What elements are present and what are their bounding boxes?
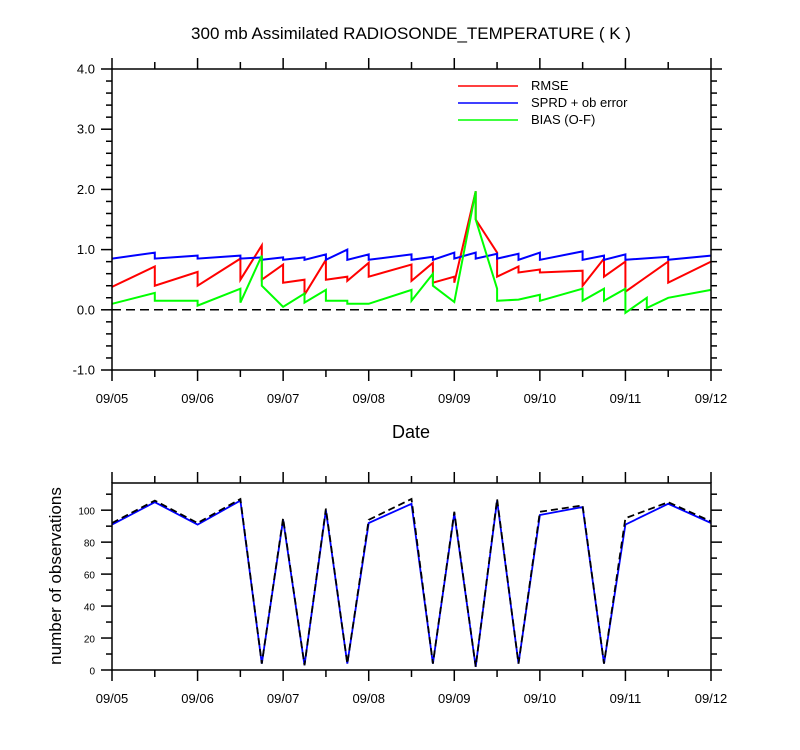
x-tick-label: 09/07 <box>267 691 300 706</box>
y-tick-label: 40 <box>84 603 96 614</box>
y-tick-label: 60 <box>84 571 96 582</box>
bottom-y-axis-label: number of observations <box>46 487 65 665</box>
y-tick-label: 100 <box>78 507 95 518</box>
x-tick-label: 09/11 <box>610 391 642 406</box>
x-tick-label: 09/11 <box>610 691 642 706</box>
x-tick-label: 09/09 <box>438 691 471 706</box>
x-tick-label: 09/06 <box>181 391 214 406</box>
x-tick-label: 09/12 <box>695 691 728 706</box>
bottom-chart-panel: 09/05 09/06 09/07 09/08 09/09 09/10 09/11 09/12… <box>46 472 727 706</box>
x-tick-label: 09/07 <box>267 391 300 406</box>
top-series-layer <box>111 190 712 315</box>
x-tick-label: 09/09 <box>438 391 471 406</box>
top-x-tick-labels: 09/05 09/06 09/07 09/08 09/09 09/10 09/11 09/12 <box>96 391 728 406</box>
series-line-sprd-ob-error <box>111 248 712 262</box>
legend-label-sprd: SPRD + ob error <box>531 95 628 110</box>
x-tick-label: 09/08 <box>352 391 385 406</box>
top-axis-ticks <box>101 58 722 381</box>
y-tick-label: 20 <box>84 635 96 646</box>
x-tick-label: 09/08 <box>352 691 385 706</box>
y-tick-label: -1.0 <box>73 363 95 378</box>
x-tick-label: 09/05 <box>96 691 129 706</box>
legend-label-bias: BIAS (O-F) <box>531 112 595 127</box>
top-chart-panel: 300 mb Assimilated RADIOSONDE_TEMPERATUR… <box>73 24 728 442</box>
y-tick-label: 0 <box>89 667 95 678</box>
x-tick-label: 09/12 <box>695 391 728 406</box>
y-tick-label: 4.0 <box>77 62 95 77</box>
legend-label-rmse: RMSE <box>531 78 569 93</box>
y-tick-label: 2.0 <box>77 182 95 197</box>
series-line-used <box>111 499 712 667</box>
x-tick-label: 09/06 <box>181 691 214 706</box>
y-tick-label: 3.0 <box>77 122 95 137</box>
y-tick-label: 1.0 <box>77 242 95 257</box>
series-line-bias-o-f <box>111 191 712 315</box>
series-line-possible <box>111 497 712 667</box>
top-chart-title: 300 mb Assimilated RADIOSONDE_TEMPERATUR… <box>191 24 631 43</box>
bottom-series-layer <box>111 497 712 667</box>
x-tick-label: 09/05 <box>96 391 129 406</box>
top-y-tick-labels: -1.0 0.0 1.0 2.0 3.0 4.0 <box>73 62 95 378</box>
x-tick-label: 09/10 <box>524 691 557 706</box>
top-x-axis-label: Date <box>392 422 430 442</box>
bottom-y-tick-labels: 0 20 40 60 80 100 <box>78 507 95 678</box>
x-tick-label: 09/10 <box>524 391 557 406</box>
bottom-x-tick-labels: 09/05 09/06 09/07 09/08 09/09 09/10 09/11 09/12 <box>96 691 728 706</box>
y-tick-label: 80 <box>84 539 96 550</box>
bottom-axis-ticks <box>101 472 722 681</box>
series-line-rmse <box>111 190 712 299</box>
legend: RMSE SPRD + ob error BIAS (O-F) <box>458 78 628 127</box>
top-plot-frame <box>111 68 712 371</box>
y-tick-label: 0.0 <box>77 302 95 317</box>
bottom-plot-frame <box>111 482 712 671</box>
